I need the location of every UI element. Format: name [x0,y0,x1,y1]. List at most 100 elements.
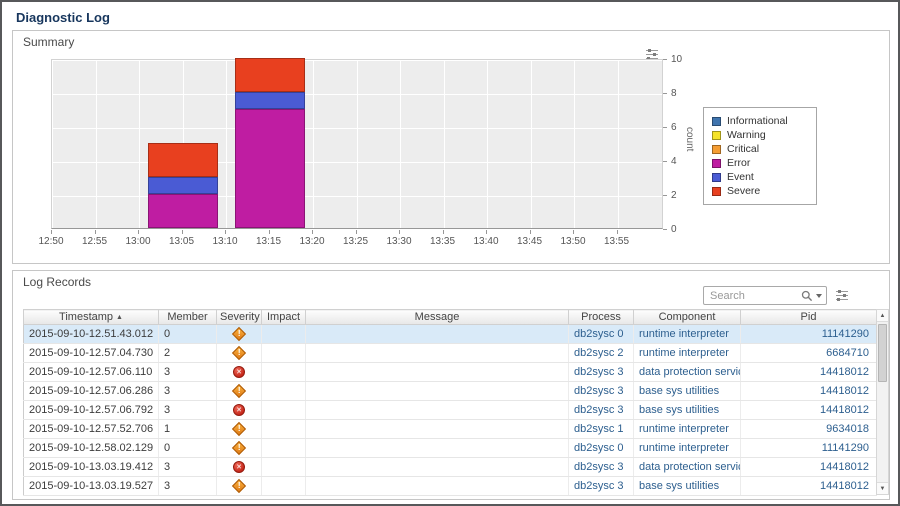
x-axis-tick [573,230,574,234]
search-input[interactable] [710,289,801,302]
cell-component: base sys utilities [633,381,741,401]
severity-glyph: ! [237,481,241,491]
search-box[interactable] [703,286,827,305]
scroll-up-button[interactable]: ▲ [877,310,888,322]
error-icon: ✕ [233,366,245,379]
cell-component: runtime interpreter [633,419,741,439]
log-record-row[interactable]: 2015-09-10-12.57.04.730 2! db2sysc 2 runtim… [23,343,877,363]
cell-impact [261,381,306,401]
y-gridline [52,94,662,95]
x-gridline [139,60,140,228]
table-scrollbar[interactable]: ▲ ▼ [876,309,889,495]
legend-swatch [712,172,721,182]
search-icon[interactable] [801,290,813,302]
log-record-row[interactable]: 2015-09-10-12.57.06.110 3 ✕ db2sysc 3 data p… [23,362,877,382]
x-tick-label: 13:15 [255,236,282,247]
column-header-severity[interactable]: Severity [216,309,262,325]
log-record-row[interactable]: 2015-09-10-12.58.02.129 0! db2sysc 0 runtim… [23,438,877,458]
cell-component: data protection services [633,362,741,382]
chart-legend: Informational Warning Critical Error Event Se… [703,107,817,205]
cell-process: db2sysc 3 [568,362,634,382]
cell-severity: ✕ [216,400,262,420]
x-gridline [226,60,227,228]
legend-swatch [712,158,721,168]
column-header-label: Message [414,311,460,323]
page-title: Diagnostic Log [16,10,110,25]
x-axis-tick [529,230,531,234]
cell-pid: 14418012 [740,362,877,382]
legend-item-error: Error [712,156,808,170]
log-record-row[interactable]: 2015-09-10-13.03.19.527 3! db2sysc 3 base s… [23,476,877,496]
summary-panel: Summary count Informational Warning Critic… [12,30,890,264]
chart-plot-area [51,58,663,229]
cell-member: 3 [158,400,217,420]
x-gridline [443,60,445,228]
cell-pid: 14418012 [740,400,877,420]
warning-icon: ! [231,327,247,342]
search-dropdown-caret[interactable] [816,293,822,298]
log-record-row[interactable]: 2015-09-10-13.03.19.412 3 ✕ db2sysc 3 data p… [23,457,877,477]
cell-severity: ! [216,476,262,496]
x-gridline [52,60,53,228]
y-tick-label: 0 [671,224,677,235]
legend-swatch [712,116,721,126]
cell-component: base sys utilities [633,476,741,496]
cell-process: db2sysc 0 [568,438,634,458]
x-gridline [487,60,488,228]
legend-item-event: Event [712,170,808,184]
log-record-row[interactable]: 2015-09-10-12.51.43.012 0! db2sysc 0 runtim… [23,324,877,344]
warning-icon: ! [231,422,247,437]
x-tick-label: 13:45 [516,236,543,247]
log-record-row[interactable]: 2015-09-10-12.57.06.286 3! db2sysc 3 base s… [23,381,877,401]
x-axis-tick [268,230,270,234]
y-axis-label: count [684,127,695,152]
cell-component: runtime interpreter [633,438,741,458]
cell-timestamp: 2015-09-10-12.57.06.792 [23,400,159,420]
x-tick-label: 12:55 [81,236,108,247]
column-header-process[interactable]: Process [568,309,634,325]
cell-component: base sys utilities [633,400,741,420]
severity-over-time-chart: count Informational Warning Critical Error E… [13,31,889,263]
column-header-message[interactable]: Message [305,309,569,325]
x-axis-tick [616,230,618,234]
column-header-label: Severity [220,311,260,323]
y-axis-tick [663,93,667,94]
scrollbar-thumb[interactable] [878,324,887,382]
x-tick-label: 13:05 [168,236,195,247]
cell-pid: 11141290 [740,438,877,458]
scroll-down-button[interactable]: ▼ [877,482,888,494]
log-record-row[interactable]: 2015-09-10-12.57.52.706 1! db2sysc 1 runtim… [23,419,877,439]
x-tick-label: 13:30 [386,236,412,247]
x-axis-tick [225,230,226,234]
x-tick-label: 13:20 [299,236,325,247]
y-axis-tick [663,161,667,162]
legend-label: Severe [727,185,761,197]
cell-process: db2sysc 3 [568,457,634,477]
y-gridline [52,128,662,129]
column-header-timestamp[interactable]: Timestamp ▲ [23,309,159,325]
column-header-member[interactable]: Member [158,309,217,325]
column-header-pid[interactable]: Pid [740,309,877,325]
cell-member: 2 [158,343,217,363]
bar-segment-severe [234,58,305,92]
chart-options-icon[interactable] [645,47,660,62]
cell-process: db2sysc 1 [568,419,634,439]
log-records-panel-title: Log Records [23,275,92,289]
cell-timestamp: 2015-09-10-13.03.19.412 [23,457,159,477]
cell-pid: 14418012 [740,381,877,401]
log-record-row[interactable]: 2015-09-10-12.57.06.792 3 ✕ db2sysc 3 base s… [23,400,877,420]
x-axis-tick [94,230,96,234]
severity-glyph: ✕ [236,406,242,414]
cell-process: db2sysc 3 [568,476,634,496]
x-tick-label: 13:50 [560,236,586,247]
column-header-impact[interactable]: Impact [261,309,306,325]
legend-swatch [712,144,721,154]
x-tick-label: 13:40 [473,236,499,247]
table-options-icon[interactable] [835,288,850,303]
cell-timestamp: 2015-09-10-12.57.06.286 [23,381,159,401]
x-tick-label: 13:00 [125,236,151,247]
column-header-component[interactable]: Component [633,309,741,325]
legend-label: Error [727,157,751,169]
legend-item-severe: Severe [712,184,808,198]
cell-severity: ✕ [216,362,262,382]
